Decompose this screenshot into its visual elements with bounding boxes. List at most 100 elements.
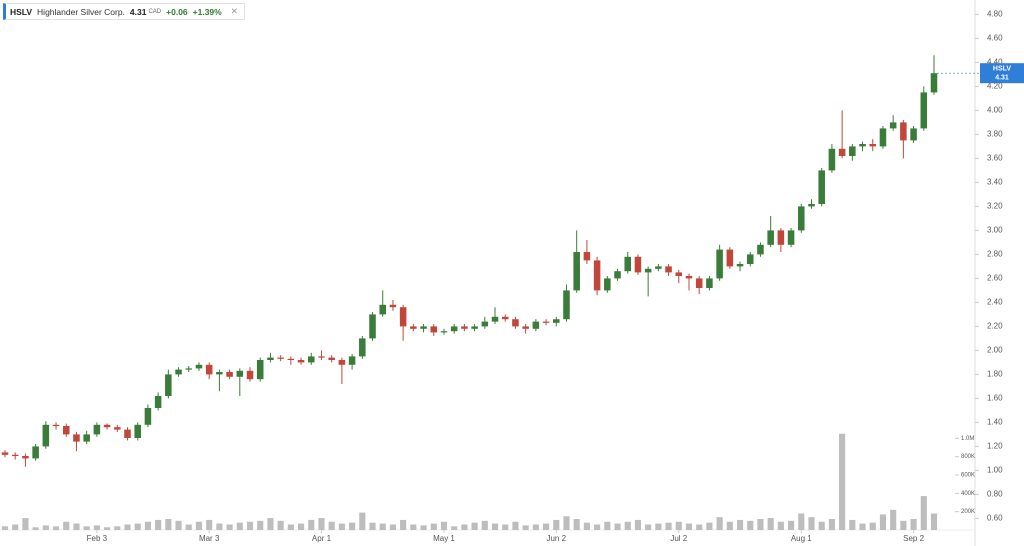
y-tick-label: 3.20 — [987, 202, 1003, 211]
x-tick-label: Mar 3 — [199, 534, 220, 543]
volume-bar — [104, 527, 111, 530]
volume-bar — [716, 517, 723, 530]
volume-bar — [369, 522, 376, 530]
volume-bar — [389, 524, 396, 530]
candle-body — [369, 314, 376, 339]
x-tick-label: May 1 — [433, 534, 455, 543]
volume-bar — [675, 521, 682, 530]
volume-bar — [767, 518, 774, 530]
quote-header: HSLV Highlander Silver Corp. 4.31 CAD +0… — [3, 3, 245, 20]
candle-body — [52, 424, 60, 426]
price-tag — [980, 63, 1024, 84]
candle-body — [103, 424, 111, 428]
candle-body — [910, 128, 917, 141]
volume-bar — [573, 519, 580, 530]
candle-body — [83, 434, 90, 442]
y-tick-label: 2.80 — [987, 250, 1003, 259]
candle-body — [359, 338, 366, 357]
y-tick-label: 4.40 — [987, 58, 1003, 67]
volume-bar — [226, 524, 233, 530]
candle-body — [726, 249, 734, 267]
volume-bar — [93, 525, 100, 530]
candle-body — [226, 372, 233, 377]
volume-bar — [1, 526, 9, 530]
candle-body — [62, 426, 70, 435]
volume-bar — [828, 519, 835, 530]
y-tick-label: 1.40 — [987, 418, 1003, 427]
volume-bar — [563, 516, 570, 530]
volume-bar — [930, 513, 938, 530]
y-tick-label: 3.40 — [987, 178, 1003, 187]
volume-bar — [124, 524, 131, 530]
volume-bar — [920, 496, 927, 530]
candle-body — [838, 148, 846, 156]
volume-bar — [257, 520, 264, 530]
volume-bar — [114, 526, 121, 530]
volume-bar — [818, 521, 825, 530]
volume-bar — [788, 520, 795, 530]
candle-body — [389, 304, 397, 308]
candle-body — [267, 357, 274, 360]
candle-body — [410, 326, 417, 329]
candle-body — [246, 370, 254, 380]
candle-body — [430, 326, 438, 333]
volume-bar — [267, 518, 274, 530]
x-tick-label: Jun 2 — [546, 534, 566, 543]
y2-tick-label: 800K — [961, 454, 975, 460]
volume-bar — [359, 512, 366, 530]
candle-body — [563, 290, 570, 320]
volume-bar — [155, 519, 162, 530]
y-tick-label: 2.60 — [987, 274, 1003, 283]
candle-body — [216, 372, 223, 375]
volume-bar — [451, 526, 458, 530]
volume-bar — [665, 522, 672, 530]
x-tick-label: Feb 3 — [87, 534, 108, 543]
candle-body — [93, 424, 101, 435]
candle-body — [481, 321, 489, 327]
candle-body — [399, 307, 407, 327]
candle-body — [73, 434, 80, 442]
volume-bar — [471, 522, 478, 530]
candle-body — [665, 266, 672, 273]
candle-body — [818, 170, 825, 204]
volume-bar — [52, 526, 60, 530]
candle-body — [297, 360, 305, 363]
volume-bar — [42, 525, 49, 530]
volume-bar — [553, 519, 560, 530]
candle-body — [287, 358, 295, 360]
candle-body — [889, 122, 897, 129]
volume-bar — [757, 519, 764, 530]
volume-bar — [440, 521, 448, 530]
candle-body — [236, 370, 244, 377]
candle-body — [869, 144, 877, 147]
y-tick-label: 3.00 — [987, 226, 1003, 235]
candle-body — [205, 364, 213, 375]
y-tick-label: 2.00 — [987, 346, 1003, 355]
volume-bar — [32, 527, 39, 530]
candle-body — [553, 319, 560, 323]
close-button[interactable]: ✕ — [230, 6, 238, 16]
x-tick-label: Sep 2 — [903, 534, 924, 543]
candle-body — [879, 128, 887, 147]
candle-body — [604, 278, 611, 291]
volume-bar — [63, 521, 70, 530]
volume-bar — [195, 521, 203, 530]
candle-body — [624, 256, 632, 272]
candle-body — [655, 266, 662, 269]
candle-body — [634, 256, 642, 273]
volume-bar — [175, 520, 182, 530]
candle-body — [900, 122, 907, 141]
candle-body — [767, 230, 774, 245]
candle-body — [348, 356, 356, 365]
volume-bar — [869, 522, 876, 530]
x-tick-label: Jul 2 — [670, 534, 687, 543]
candle-body — [338, 360, 346, 365]
candle-body — [644, 268, 652, 273]
candle-body — [1, 452, 9, 455]
volume-bar — [512, 521, 519, 530]
y-tick-label: 1.20 — [987, 442, 1003, 451]
candle-body — [849, 146, 856, 156]
candle-body — [930, 73, 938, 93]
